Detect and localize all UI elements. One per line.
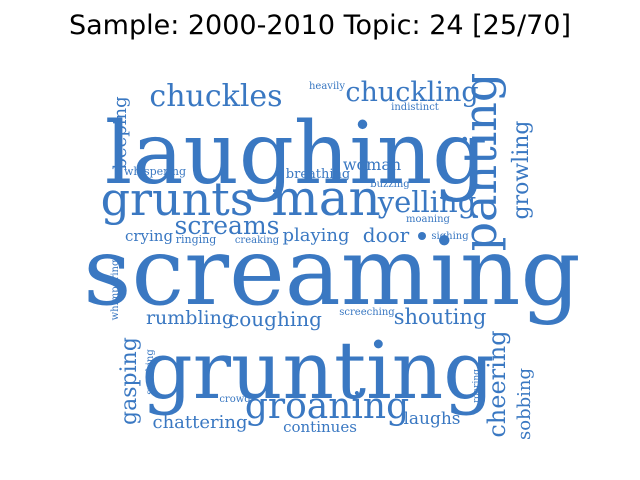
- cloud-word-heavily: heavily: [309, 81, 345, 92]
- cloud-word-gasping: gasping: [117, 337, 142, 425]
- cloud-word-continues: continues: [283, 418, 357, 436]
- cloud-word-screams: screams: [174, 211, 279, 240]
- cloud-word-indistinct: indistinct: [391, 102, 439, 113]
- cloud-word-panting: panting: [453, 73, 507, 252]
- cloud-word-grunts: grunts: [101, 172, 254, 226]
- cloud-word-door: door: [363, 223, 410, 247]
- cloud-word-screeching: screeching: [339, 307, 395, 318]
- cloud-word-beeping: beeping: [110, 96, 131, 169]
- cloud-word-grunting: grunting: [142, 324, 495, 417]
- cloud-word-crying: crying: [125, 227, 174, 245]
- cloud-word-crowd: crowd: [219, 394, 251, 405]
- cloud-word-coughing: coughing: [228, 307, 322, 331]
- cloud-word-creaking: creaking: [235, 235, 280, 246]
- cloud-word-breathing: breathing: [286, 167, 350, 182]
- cloud-word-chuckles: chuckles: [149, 79, 282, 114]
- cloud-word-whimpering: whimpering: [110, 259, 121, 320]
- cloud-word-man: man: [271, 169, 380, 227]
- cloud-word-laughing: laughing: [105, 104, 488, 204]
- cloud-word-sobbing: sobbing: [514, 368, 535, 440]
- cloud-word-yelling: yelling: [377, 185, 477, 219]
- figure-title: Sample: 2000-2010 Topic: 24 [25/70]: [68, 10, 572, 41]
- cloud-word-shouting: shouting: [394, 305, 487, 329]
- cloud-word-rumbling: rumbling: [146, 307, 234, 329]
- cloud-word-moaning: moaning: [406, 214, 451, 225]
- cloud-word-screaming: screaming: [83, 218, 580, 327]
- cloud-word-chuckling: chuckling: [345, 77, 478, 108]
- cloud-word-chattering: chattering: [152, 412, 247, 433]
- cloud-word-cheering: cheering: [483, 330, 511, 437]
- cloud-word-speaking: speaking: [145, 349, 156, 395]
- cloud-word-groaning: groaning: [245, 386, 409, 427]
- cloud-word-roaring: roaring: [472, 369, 482, 403]
- cloud-word-woman: woman: [343, 155, 401, 174]
- cloud-word-sighing: sighing: [431, 231, 469, 242]
- cloud-word-playing: playing: [282, 225, 349, 246]
- cloud-word-ringing: ringing: [176, 233, 217, 246]
- cloud-word-buzzing: buzzing: [370, 179, 410, 190]
- cloud-dot-mark: [418, 232, 426, 240]
- cloud-word-laughs: laughs: [403, 409, 460, 429]
- cloud-word-whispering: whispering: [124, 165, 186, 178]
- cloud-word-growling: growling: [509, 121, 534, 220]
